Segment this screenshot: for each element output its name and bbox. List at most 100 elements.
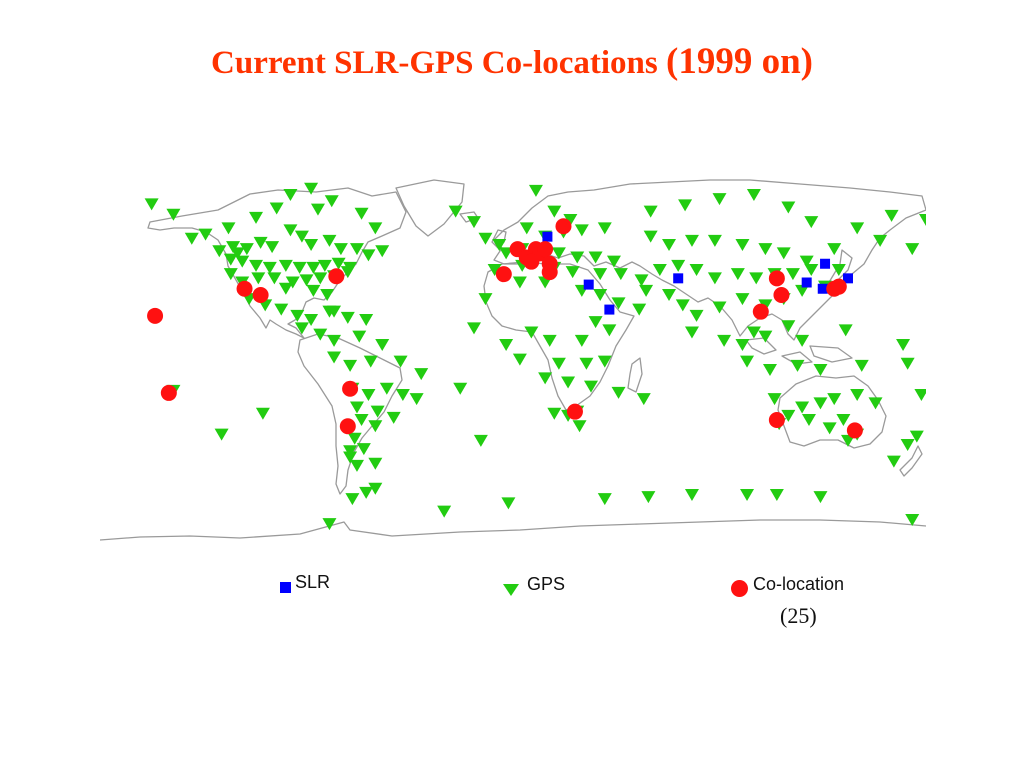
gps-station-marker	[386, 411, 401, 424]
gps-station-marker	[547, 407, 562, 420]
gps-station-marker	[375, 245, 390, 258]
gps-station-marker	[707, 272, 722, 285]
gps-station-marker	[473, 434, 488, 447]
gps-station-marker	[795, 334, 810, 347]
coast-south-america	[297, 333, 403, 495]
gps-station-marker	[634, 274, 649, 287]
gps-station-marker	[636, 393, 651, 406]
gps-station-marker	[831, 264, 846, 276]
colocation-marker	[846, 422, 863, 439]
gps-station-marker	[919, 214, 926, 226]
gps-station-marker	[827, 243, 842, 256]
gps-triangle-icon	[503, 584, 519, 596]
coast-africa	[483, 261, 635, 411]
gps-station-marker	[795, 401, 810, 414]
gps-station-marker	[740, 489, 755, 501]
gps-station-marker	[675, 299, 690, 312]
gps-station-marker	[735, 239, 750, 251]
gps-station-marker	[269, 202, 284, 215]
gps-station-marker	[804, 216, 819, 229]
gps-station-marker	[340, 266, 355, 279]
gps-station-marker	[873, 234, 888, 247]
gps-station-marker	[707, 234, 722, 247]
gps-station-marker	[499, 247, 514, 260]
gps-station-marker	[290, 309, 305, 322]
gps-station-marker	[343, 445, 358, 458]
gps-station-marker	[322, 234, 337, 247]
gps-station-marker	[684, 326, 699, 339]
coast-new-zealand	[899, 445, 923, 477]
colocation-marker	[252, 287, 269, 303]
gps-station-marker	[606, 255, 621, 268]
legend-colocation: Co-location	[731, 572, 844, 597]
gps-station-marker	[345, 493, 360, 506]
gps-station-marker	[813, 397, 828, 410]
gps-station-marker	[758, 243, 773, 256]
gps-station-marker	[584, 380, 599, 393]
gps-station-marker	[249, 259, 264, 272]
gps-station-marker	[519, 222, 534, 235]
coast-madagascar	[627, 357, 643, 393]
gps-station-marker	[214, 428, 229, 441]
colocation-marker	[541, 264, 558, 281]
slr-square-icon	[280, 582, 291, 593]
slr-station-marker	[817, 283, 828, 294]
gps-station-marker	[343, 359, 358, 372]
gps-station-marker	[909, 430, 924, 443]
gps-station-marker	[593, 268, 608, 281]
gps-station-marker	[905, 514, 920, 526]
gps-station-marker	[230, 247, 245, 260]
gps-station-marker	[306, 261, 321, 274]
coast-eurasia	[493, 179, 926, 341]
gps-station-marker	[602, 324, 617, 337]
gps-station-marker	[785, 268, 800, 281]
gps-station-marker	[746, 189, 761, 201]
colocation-marker	[147, 307, 164, 324]
gps-station-marker	[235, 255, 250, 268]
gps-station-marker	[285, 276, 300, 289]
gps-station-marker	[900, 357, 915, 370]
colocation-marker	[495, 266, 512, 283]
gps-station-marker	[375, 339, 390, 351]
gps-station-marker	[368, 457, 383, 470]
gps-station-marker	[746, 326, 761, 339]
gps-station-marker	[184, 232, 199, 245]
legend-gps: GPS	[503, 572, 565, 596]
coastlines	[100, 179, 926, 541]
colocation-marker	[773, 287, 790, 303]
gps-station-marker	[349, 459, 364, 472]
gps-station-marker	[551, 357, 566, 370]
gps-station-marker	[632, 303, 647, 316]
gps-station-marker	[144, 198, 159, 211]
gps-station-marker	[613, 268, 628, 281]
slr-station-marker	[673, 273, 684, 284]
gps-station-marker	[265, 241, 280, 254]
gps-station-marker	[836, 414, 851, 426]
gps-station-marker	[501, 497, 516, 510]
colocation-marker	[523, 253, 540, 270]
colocation-marker	[830, 278, 847, 295]
gps-station-marker	[684, 234, 699, 247]
gps-station-marker	[324, 195, 339, 208]
gps-station-marker	[333, 243, 348, 256]
gps-station-marker	[239, 243, 254, 256]
gps-station-marker	[730, 268, 745, 281]
gps-station-marker	[712, 193, 727, 206]
gps-station-marker	[304, 182, 319, 195]
gps-station-marker	[597, 355, 612, 368]
gps-station-marker	[643, 230, 658, 243]
gps-station-marker	[593, 289, 608, 301]
gps-station-marker	[574, 334, 589, 347]
gps-station-marker	[574, 224, 589, 237]
slr-station-marker	[583, 279, 594, 290]
gps-station-marker	[850, 222, 865, 235]
colocation-marker	[160, 384, 177, 401]
gps-station-marker	[588, 251, 603, 264]
gps-station-marker	[588, 316, 603, 329]
gps-station-marker	[370, 405, 385, 418]
gps-station-marker	[689, 309, 704, 322]
gps-station-marker	[317, 259, 332, 272]
legend-slr: SLR	[280, 572, 330, 593]
colocation-stations	[147, 218, 863, 439]
gps-station-marker	[343, 451, 358, 464]
